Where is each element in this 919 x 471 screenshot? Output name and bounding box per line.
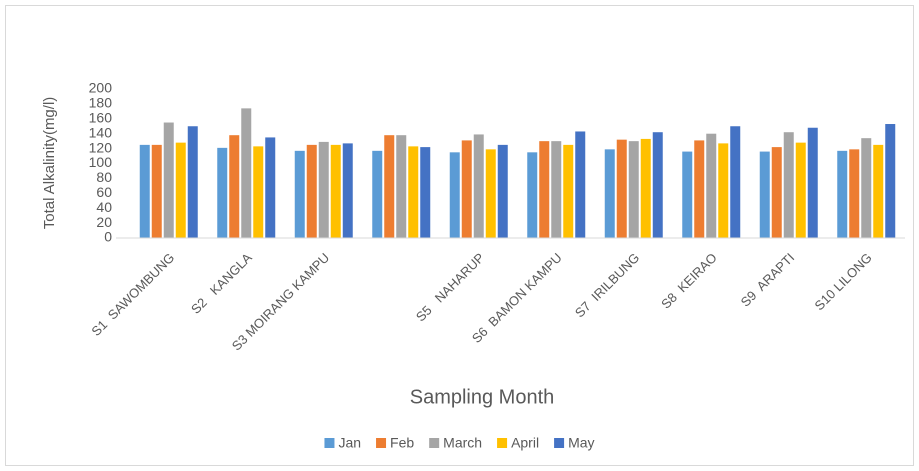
y-tick-label: 200 xyxy=(89,80,113,96)
y-tick-label: 100 xyxy=(89,154,113,170)
bar xyxy=(604,149,615,238)
bar xyxy=(640,138,651,238)
bar xyxy=(372,150,383,238)
bar xyxy=(163,122,174,238)
bar xyxy=(527,152,538,238)
bar xyxy=(730,126,741,238)
bar xyxy=(217,147,228,238)
y-tick-label: 160 xyxy=(89,110,113,126)
legend-label: April xyxy=(511,435,539,451)
bar xyxy=(616,139,627,238)
bar xyxy=(694,140,705,238)
x-axis-title: Sampling Month xyxy=(410,386,555,408)
bar xyxy=(396,135,407,238)
bar xyxy=(575,131,586,238)
legend-label: Jan xyxy=(338,435,361,451)
legend-swatch xyxy=(376,438,387,448)
bar xyxy=(885,124,896,238)
bar xyxy=(241,108,252,239)
bar xyxy=(551,141,562,238)
bar xyxy=(294,150,305,238)
legend-swatch xyxy=(429,438,440,448)
y-tick-label: 140 xyxy=(89,124,113,140)
bar xyxy=(563,144,574,238)
bar xyxy=(652,132,663,238)
bar xyxy=(139,144,150,238)
bar xyxy=(807,127,818,238)
bar xyxy=(318,141,329,238)
legend-swatch xyxy=(497,438,508,448)
bar xyxy=(849,149,860,238)
bar xyxy=(783,132,794,238)
bar xyxy=(330,144,341,238)
bar xyxy=(420,147,431,238)
y-tick-label: 180 xyxy=(89,95,113,111)
bar xyxy=(759,151,770,238)
y-tick-label: 0 xyxy=(104,229,112,245)
y-tick-label: 40 xyxy=(96,199,112,215)
legend-label: May xyxy=(568,435,594,451)
bar xyxy=(771,147,782,238)
bar xyxy=(151,144,162,238)
bar xyxy=(187,126,198,238)
bar xyxy=(497,144,508,238)
bar xyxy=(485,149,496,238)
legend-label: Feb xyxy=(390,435,414,451)
bar xyxy=(795,142,806,238)
bar xyxy=(861,138,872,238)
bar xyxy=(718,143,729,238)
bar xyxy=(265,137,276,238)
legend-label: March xyxy=(443,435,482,451)
legend-swatch xyxy=(554,438,565,448)
bar xyxy=(342,143,353,238)
bar xyxy=(473,134,484,238)
bar xyxy=(229,135,240,238)
bar xyxy=(253,146,264,238)
bar xyxy=(306,144,317,238)
y-tick-label: 60 xyxy=(96,184,112,200)
bar xyxy=(873,144,884,238)
bar xyxy=(175,142,186,238)
bar xyxy=(539,141,550,238)
bar xyxy=(682,151,693,238)
bar xyxy=(449,152,460,238)
y-tick-label: 80 xyxy=(96,169,112,185)
y-tick-label: 20 xyxy=(96,214,112,230)
bar xyxy=(628,141,639,238)
bar xyxy=(461,140,472,238)
y-tick-label: 120 xyxy=(89,139,113,155)
bar xyxy=(384,135,395,238)
bar xyxy=(706,133,717,238)
bar xyxy=(408,146,419,238)
y-axis-title: Total Alkalinity(mg/l) xyxy=(41,97,58,230)
bar xyxy=(837,150,848,238)
legend-swatch xyxy=(324,438,335,448)
